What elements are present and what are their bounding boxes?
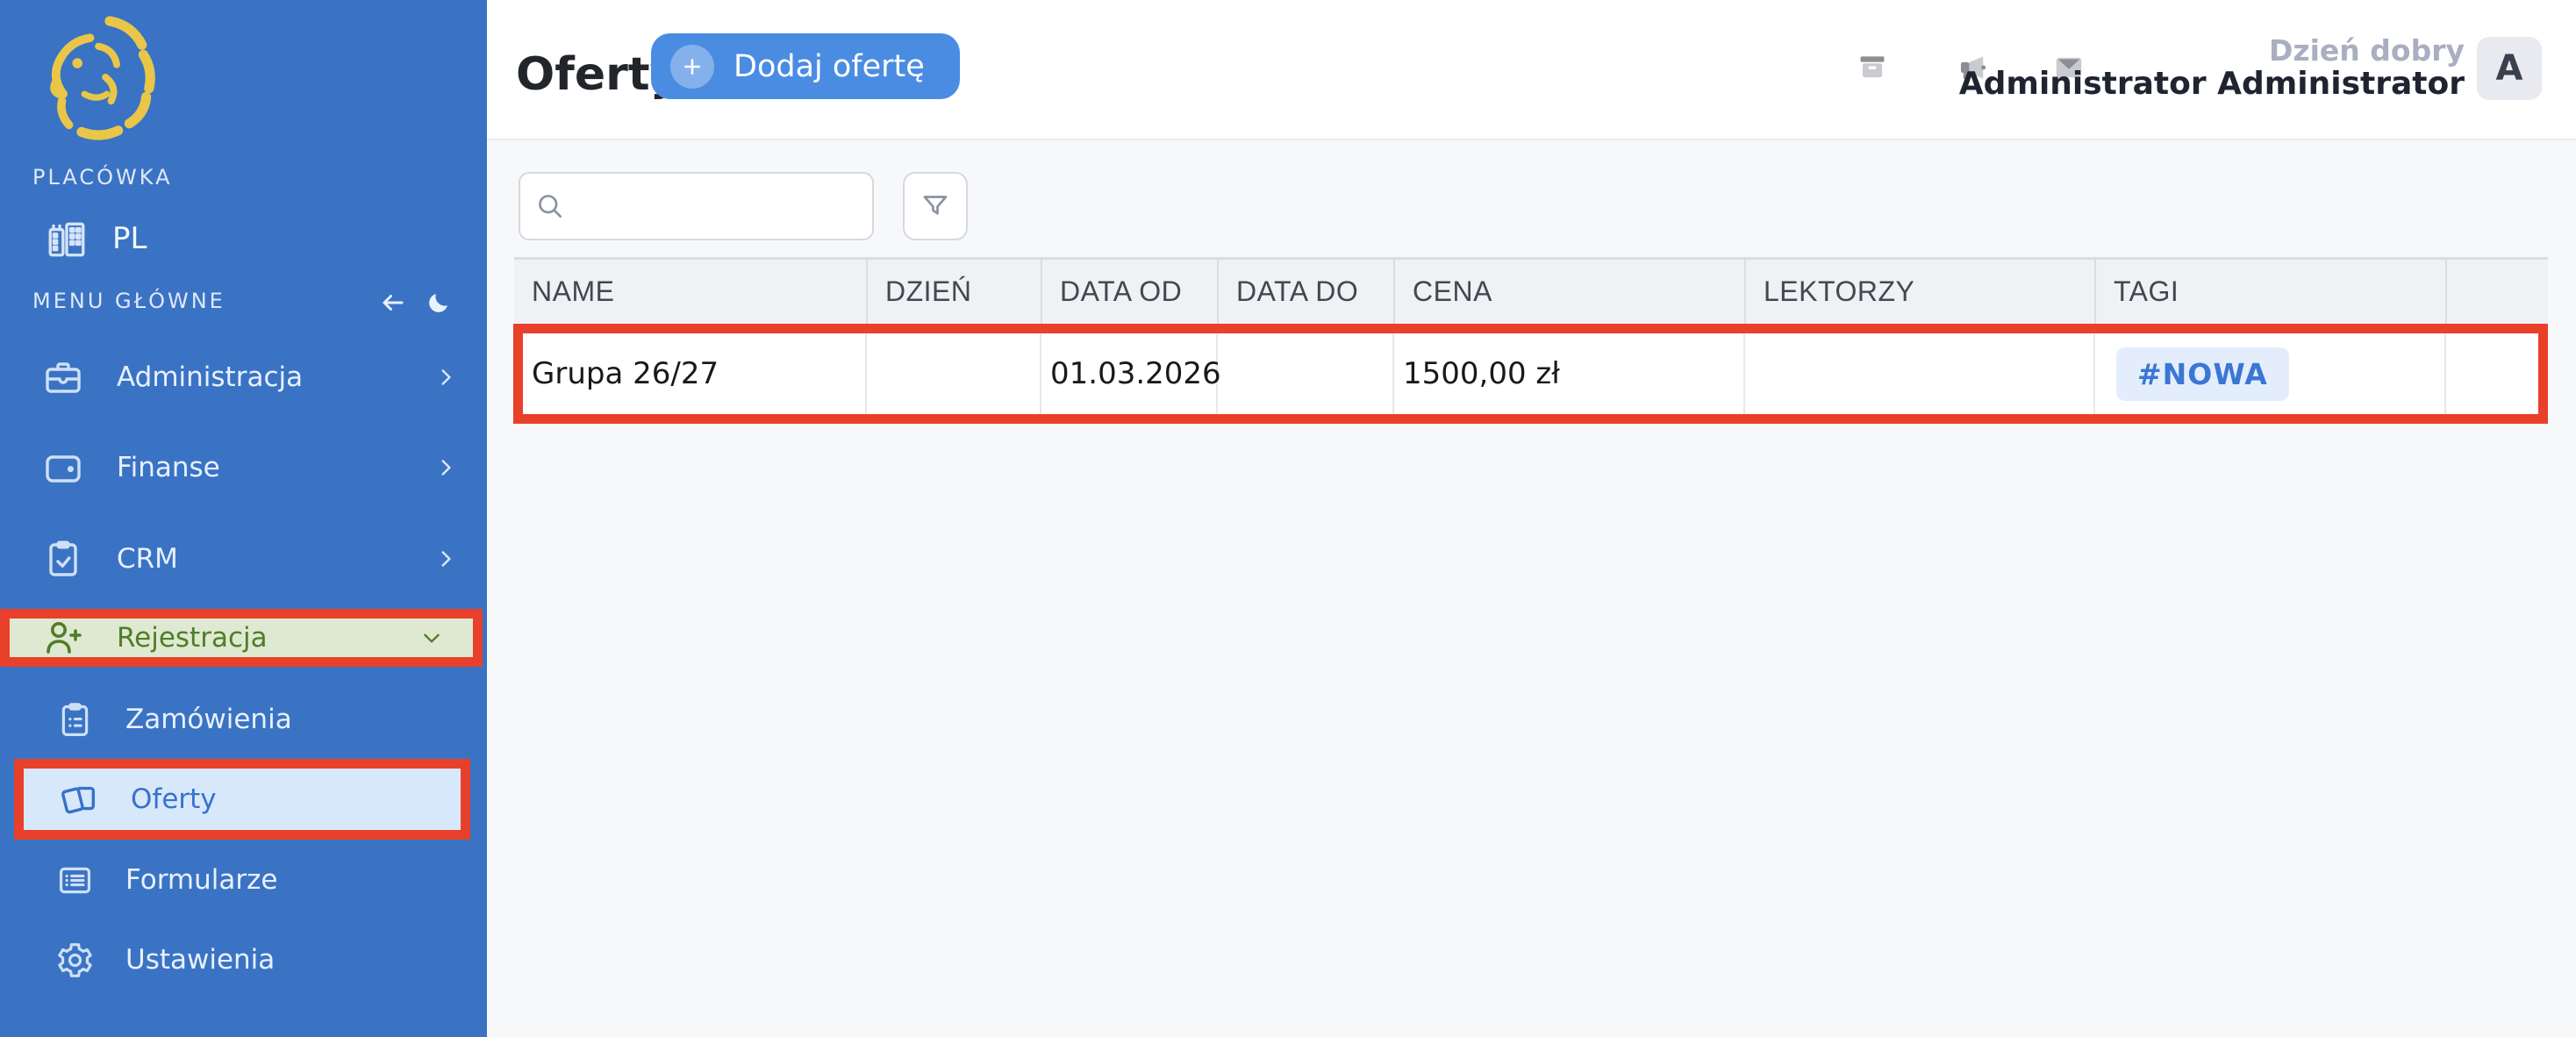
sidebar-item-zamowienia[interactable]: Zamówienia bbox=[0, 690, 487, 749]
chevron-right-icon bbox=[434, 547, 457, 570]
column-header-data-od: DATA OD bbox=[1042, 260, 1219, 324]
sidebar-item-finanse[interactable]: Finanse bbox=[0, 438, 487, 497]
lion-logo bbox=[22, 7, 169, 147]
table-row[interactable]: Grupa 26/27 01.03.2026 1500,00 zł #NOWA bbox=[513, 324, 2548, 424]
clipboard-list-icon bbox=[55, 700, 95, 740]
section-placowka-label: PLACÓWKA bbox=[32, 165, 173, 190]
sidebar-item-oferty[interactable]: Oferty bbox=[14, 759, 470, 840]
add-offer-button[interactable]: Dodaj ofertę bbox=[651, 33, 960, 99]
column-header-name: NAME bbox=[514, 260, 868, 324]
tags-icon bbox=[60, 779, 100, 819]
column-header-data-do: DATA DO bbox=[1219, 260, 1395, 324]
user-block: Dzień dobry Administrator Administrator … bbox=[1959, 35, 2542, 102]
chevron-right-icon bbox=[434, 366, 457, 389]
sidebar-item-administracja[interactable]: Administracja bbox=[0, 347, 487, 407]
cell-data-od: 01.03.2026 bbox=[1041, 333, 1221, 414]
chevron-right-icon bbox=[434, 456, 457, 479]
mail-icon[interactable] bbox=[2052, 51, 2086, 84]
sidebar-item-formularze[interactable]: Formularze bbox=[0, 850, 487, 910]
cell-lektorzy bbox=[1745, 333, 2095, 414]
sidebar-item-crm[interactable]: CRM bbox=[0, 529, 487, 589]
user-plus-icon bbox=[42, 617, 84, 659]
sidebar-item-rejestracja[interactable]: Rejestracja bbox=[0, 609, 483, 667]
column-header-tagi: TAGI bbox=[2096, 260, 2447, 324]
cell-tagi: #NOWA bbox=[2095, 333, 2446, 414]
search-input[interactable] bbox=[576, 179, 872, 233]
column-header-lektorzy: LEKTORZY bbox=[1746, 260, 2096, 324]
filter-button[interactable] bbox=[903, 172, 968, 240]
column-header-actions bbox=[2447, 260, 2548, 324]
section-menu-label: MENU GŁÓWNE bbox=[32, 289, 225, 313]
content-area: NAME DZIEŃ DATA OD DATA DO CENA LEKTORZY… bbox=[487, 140, 2576, 1037]
wallet-icon bbox=[42, 447, 84, 489]
cell-name: Grupa 26/27 bbox=[523, 333, 867, 414]
column-header-dzien: DZIEŃ bbox=[868, 260, 1042, 324]
clipboard-check-icon bbox=[42, 538, 84, 580]
topbar: Oferty Dodaj ofertę bbox=[487, 0, 2576, 140]
archive-icon[interactable] bbox=[1856, 51, 1889, 84]
cell-actions bbox=[2446, 333, 2538, 414]
buildings-icon bbox=[44, 217, 89, 261]
cell-data-do bbox=[1218, 333, 1394, 414]
greeting-text: Dzień dobry bbox=[2269, 33, 2465, 68]
dark-mode-moon-icon[interactable] bbox=[426, 290, 452, 316]
filter-funnel-icon bbox=[919, 190, 951, 222]
list-icon bbox=[55, 861, 95, 900]
table-header-row: NAME DZIEŃ DATA OD DATA DO CENA LEKTORZY… bbox=[514, 257, 2548, 324]
offers-table: NAME DZIEŃ DATA OD DATA DO CENA LEKTORZY… bbox=[513, 257, 2548, 424]
avatar[interactable]: A bbox=[2477, 37, 2542, 100]
column-header-cena: CENA bbox=[1395, 260, 1746, 324]
search-icon bbox=[534, 190, 566, 222]
cell-cena: 1500,00 zł bbox=[1394, 333, 1745, 414]
facility-label: PL bbox=[112, 221, 147, 256]
user-name: Administrator Administrator bbox=[1958, 66, 2465, 102]
tag-badge: #NOWA bbox=[2116, 347, 2289, 401]
cell-dzien bbox=[867, 333, 1041, 414]
plus-icon bbox=[670, 44, 714, 89]
sidebar: PLACÓWKA PL MENU GŁÓWNE bbox=[0, 0, 487, 1037]
main-area: Oferty Dodaj ofertę bbox=[487, 0, 2576, 1037]
sidebar-item-facility-pl[interactable]: PL bbox=[0, 211, 487, 267]
chevron-down-icon bbox=[420, 626, 443, 649]
briefcase-icon bbox=[42, 356, 84, 398]
collapse-sidebar-arrow-icon[interactable] bbox=[380, 290, 406, 316]
search-box bbox=[519, 172, 874, 240]
gear-icon bbox=[55, 940, 95, 980]
sidebar-item-ustawienia[interactable]: Ustawienia bbox=[0, 930, 487, 990]
megaphone-icon[interactable] bbox=[1954, 51, 1987, 84]
